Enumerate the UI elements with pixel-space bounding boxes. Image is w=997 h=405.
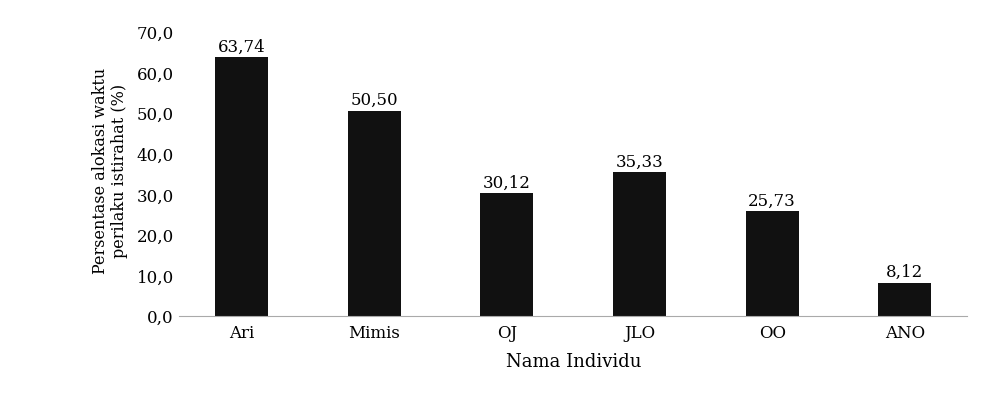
Text: 35,33: 35,33 bbox=[616, 153, 663, 171]
Y-axis label: Persentase alokasi waktu
perilaku istirahat (%): Persentase alokasi waktu perilaku istira… bbox=[92, 67, 129, 273]
Bar bbox=[613, 173, 666, 316]
Bar bbox=[348, 111, 401, 316]
Text: 30,12: 30,12 bbox=[483, 175, 531, 192]
Bar bbox=[215, 58, 268, 316]
Text: 25,73: 25,73 bbox=[749, 192, 796, 209]
Bar bbox=[746, 212, 799, 316]
Text: 63,74: 63,74 bbox=[218, 38, 265, 55]
Bar bbox=[878, 283, 931, 316]
X-axis label: Nama Individu: Nama Individu bbox=[505, 352, 641, 370]
Text: 50,50: 50,50 bbox=[351, 92, 398, 109]
Bar bbox=[481, 194, 533, 316]
Text: 8,12: 8,12 bbox=[886, 264, 923, 281]
